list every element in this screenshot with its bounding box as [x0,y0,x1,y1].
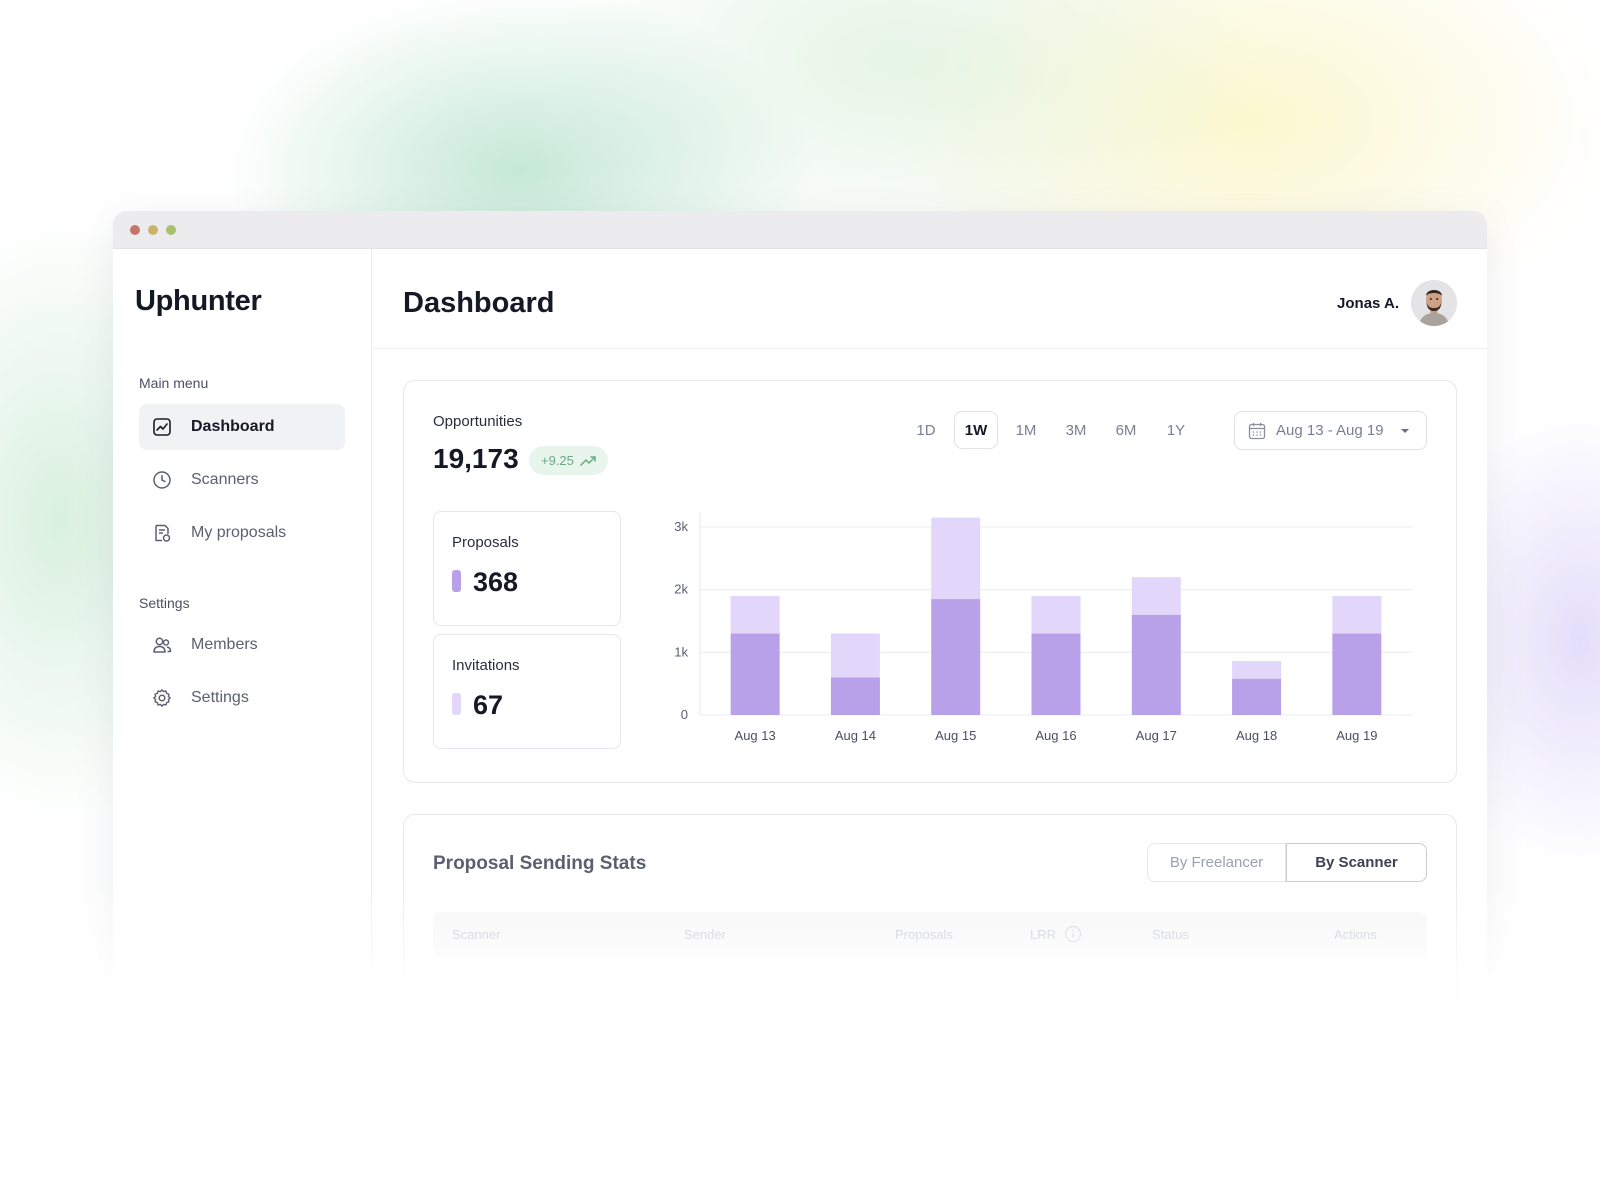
opportunities-value: 19,173 [433,443,519,474]
y-tick-label: 3k [674,519,688,534]
column-proposals[interactable]: Proposals [895,927,953,942]
x-tick-label: Aug 13 [735,728,776,743]
range-1d[interactable]: 1D [916,421,936,439]
range-3m[interactable]: 3M [1065,421,1087,439]
app-window: Uphunter Main menu Dashboard Scanners [113,211,1487,1061]
column-scanner[interactable]: Scanner [452,927,501,942]
bar-proposals [830,677,880,715]
window-maximize-dot[interactable] [166,224,176,235]
bar-invitations [730,595,780,634]
brand-logo[interactable]: Uphunter [135,285,262,317]
x-tick-label: Aug 19 [1336,728,1377,743]
main-menu-label: Main menu [139,375,209,391]
range-1y[interactable]: 1Y [1166,421,1186,439]
proposals-swatch [452,570,461,592]
sidebar-item-label: Dashboard [191,418,275,435]
proposals-stat-card: Proposals 368 [433,511,621,626]
invitations-value: 67 [473,690,504,720]
bar-proposals [1031,633,1081,715]
column-actions[interactable]: Actions [1334,927,1377,942]
bar-proposals [1232,678,1282,715]
info-icon[interactable] [1064,925,1082,946]
chart-line-icon [153,418,171,436]
bar-invitations [1232,661,1282,679]
time-range-selector: 1D 1W 1M 3M 6M 1Y [904,411,1198,449]
sidebar-item-dashboard[interactable]: Dashboard [139,404,345,450]
y-tick-label: 0 [681,707,688,722]
sidebar-item-label: Settings [191,689,249,706]
sidebar: Uphunter Main menu Dashboard Scanners [113,249,372,1061]
view-toggle: By Freelancer By Scanner [1147,843,1427,882]
proposal-stats-card: Proposal Sending Stats By Freelancer By … [403,814,1457,1061]
window-minimize-dot[interactable] [148,224,158,235]
window-titlebar [113,211,1487,249]
bar-invitations [931,517,981,600]
change-value: +9.25 [541,453,574,468]
main-content: Dashboard Jonas A. [373,249,1487,1061]
user-name: Jonas A. [1337,294,1399,312]
y-tick-label: 1k [674,644,688,659]
settings-section-label: Settings [139,595,190,611]
invitations-stat-card: Invitations 67 [433,634,621,749]
bar-proposals [931,599,981,715]
document-icon [155,524,171,542]
users-icon [153,637,172,653]
opportunities-label: Opportunities [433,413,523,430]
bar-proposals [730,633,780,715]
toggle-by-scanner[interactable]: By Scanner [1286,843,1427,882]
bar-proposals [1131,614,1181,715]
sidebar-item-my-proposals[interactable]: My proposals [139,510,345,556]
date-range-value: Aug 13 - Aug 19 [1276,422,1384,439]
proposal-stats-title: Proposal Sending Stats [433,853,647,874]
range-1w[interactable]: 1W [954,411,998,449]
x-tick-label: Aug 14 [835,728,876,743]
sidebar-item-label: Scanners [191,471,259,488]
sidebar-item-members[interactable]: Members [139,622,345,668]
calendar-icon [1248,422,1266,439]
column-status[interactable]: Status [1152,927,1189,942]
clock-icon [153,471,171,489]
x-tick-label: Aug 18 [1236,728,1277,743]
range-6m[interactable]: 6M [1115,421,1137,439]
sidebar-item-settings[interactable]: Settings [139,675,345,721]
window-close-dot[interactable] [130,224,140,235]
avatar-portrait-icon [1411,280,1457,326]
sidebar-item-label: My proposals [191,524,287,541]
y-tick-label: 2k [674,582,688,597]
bar-invitations [1031,595,1081,634]
user-menu[interactable]: Jonas A. [1337,280,1457,326]
date-range-picker[interactable]: Aug 13 - Aug 19 [1234,411,1427,450]
avatar[interactable] [1411,280,1457,326]
proposals-label: Proposals [452,534,519,551]
page-title: Dashboard [403,287,555,319]
column-sender[interactable]: Sender [684,927,726,942]
opportunities-card: Opportunities 19,173 +9.25 1D 1W 1M 3M 6… [403,380,1457,783]
bar-invitations [1332,595,1382,634]
bar-invitations [1131,577,1181,615]
bar-invitations [830,633,880,678]
x-tick-label: Aug 15 [935,728,976,743]
opportunities-bar-chart: 0 1k 2k 3k Aug 13 Aug 14 Aug 15 Aug 16 Aug 17 Aug… [674,511,1412,743]
column-lrr[interactable]: LRR [1030,927,1057,942]
range-1m[interactable]: 1M [1015,421,1037,439]
x-tick-label: Aug 17 [1136,728,1177,743]
trend-up-icon [580,455,596,466]
proposals-value: 368 [473,567,519,597]
x-tick-label: Aug 16 [1035,728,1076,743]
page-header: Dashboard Jonas A. [373,249,1487,349]
chevron-down-icon [1400,428,1409,433]
invitations-label: Invitations [452,657,520,674]
toggle-by-freelancer[interactable]: By Freelancer [1147,843,1286,882]
table-header: Scanner Sender Proposals LRR Status Acti… [433,912,1427,958]
sidebar-item-scanners[interactable]: Scanners [139,457,345,503]
sidebar-item-label: Members [191,636,258,653]
invitations-swatch [452,693,461,715]
change-badge: +9.25 [529,446,608,475]
gear-icon [153,689,171,707]
bar-proposals [1332,633,1382,715]
